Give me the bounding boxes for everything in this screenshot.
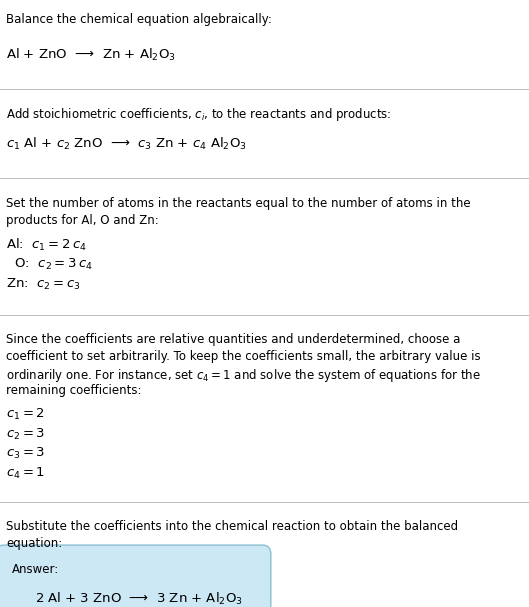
Text: $c_2 = 3$: $c_2 = 3$ — [6, 427, 45, 442]
Text: Al:  $c_1 = 2\,c_4$: Al: $c_1 = 2\,c_4$ — [6, 237, 87, 253]
Text: coefficient to set arbitrarily. To keep the coefficients small, the arbitrary va: coefficient to set arbitrarily. To keep … — [6, 350, 481, 363]
Text: Balance the chemical equation algebraically:: Balance the chemical equation algebraica… — [6, 13, 272, 26]
Text: ordinarily one. For instance, set $c_4 = 1$ and solve the system of equations fo: ordinarily one. For instance, set $c_4 =… — [6, 367, 481, 384]
Text: equation:: equation: — [6, 537, 62, 550]
Text: remaining coefficients:: remaining coefficients: — [6, 384, 142, 397]
Text: Add stoichiometric coefficients, $c_i$, to the reactants and products:: Add stoichiometric coefficients, $c_i$, … — [6, 106, 392, 123]
Text: $c_4 = 1$: $c_4 = 1$ — [6, 466, 45, 481]
Text: $c_1$ Al + $c_2$ ZnO  ⟶  $c_3$ Zn + $c_4$ Al$_2$O$_3$: $c_1$ Al + $c_2$ ZnO ⟶ $c_3$ Zn + $c_4$ … — [6, 136, 247, 152]
Text: $c_3 = 3$: $c_3 = 3$ — [6, 446, 45, 461]
Text: Answer:: Answer: — [12, 563, 59, 576]
FancyBboxPatch shape — [0, 545, 271, 607]
Text: Al + ZnO  ⟶  Zn + Al$_2$O$_3$: Al + ZnO ⟶ Zn + Al$_2$O$_3$ — [6, 47, 176, 64]
Text: Substitute the coefficients into the chemical reaction to obtain the balanced: Substitute the coefficients into the che… — [6, 520, 459, 533]
Text: 2 Al + 3 ZnO  ⟶  3 Zn + Al$_2$O$_3$: 2 Al + 3 ZnO ⟶ 3 Zn + Al$_2$O$_3$ — [35, 591, 243, 607]
Text: O:  $c_2 = 3\,c_4$: O: $c_2 = 3\,c_4$ — [6, 257, 93, 272]
Text: Set the number of atoms in the reactants equal to the number of atoms in the: Set the number of atoms in the reactants… — [6, 197, 471, 209]
Text: Since the coefficients are relative quantities and underdetermined, choose a: Since the coefficients are relative quan… — [6, 333, 461, 346]
Text: Zn:  $c_2 = c_3$: Zn: $c_2 = c_3$ — [6, 277, 81, 292]
Text: $c_1 = 2$: $c_1 = 2$ — [6, 407, 45, 422]
Text: products for Al, O and Zn:: products for Al, O and Zn: — [6, 214, 159, 226]
